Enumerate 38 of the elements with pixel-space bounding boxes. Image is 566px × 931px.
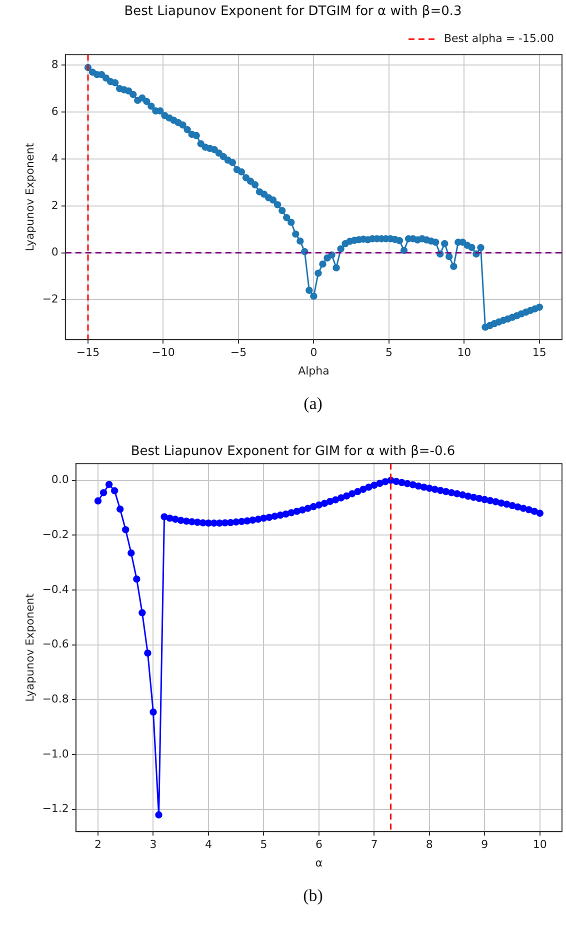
- y-tick-label: −1.0: [42, 747, 69, 760]
- x-tick-label: 6: [315, 838, 322, 852]
- y-tick-label: −1.2: [42, 802, 69, 816]
- y-axis-title: Lyapunov Exponent: [23, 592, 36, 702]
- x-axis-title: Alpha: [298, 364, 330, 378]
- x-tick-label: 9: [481, 838, 488, 852]
- x-tick-label: 10: [457, 346, 472, 360]
- y-tick-label: 4: [51, 152, 58, 165]
- y-tick-label: 2: [51, 198, 58, 212]
- x-tick-label: 15: [532, 346, 546, 360]
- chart-title: Best Liapunov Exponent for DTGIM for α with β=0.3: [124, 4, 462, 20]
- x-tick-label: −15: [76, 346, 100, 360]
- x-tick-label: 10: [532, 838, 547, 852]
- x-tick-label: 3: [150, 838, 157, 852]
- y-tick-label: −0.8: [42, 692, 69, 706]
- y-tick-label: 6: [51, 104, 58, 118]
- text: (a): [302, 393, 324, 415]
- x-tick-label: −10: [152, 346, 175, 360]
- y-tick-label: −0.6: [42, 638, 69, 651]
- x-tick-label: 5: [260, 838, 268, 852]
- x-tick-label: 5: [385, 346, 392, 360]
- x-axis-title: α: [315, 856, 323, 870]
- y-tick-label: −2: [42, 292, 58, 306]
- chart-title: Best Liapunov Exponent for GIM for α with β=-0.6: [130, 444, 456, 460]
- x-tick-label: 8: [426, 838, 433, 852]
- y-axis-title: Lyapunov Exponent: [23, 142, 36, 252]
- text: (b): [302, 885, 324, 907]
- y-tick-label: 0: [51, 246, 58, 259]
- x-tick-label: 7: [370, 838, 378, 852]
- x-tick-label: 0: [310, 346, 318, 360]
- y-tick-label: 0.0: [51, 473, 69, 486]
- y-tick-label: 8: [51, 58, 58, 72]
- x-tick-label: −5: [230, 346, 247, 360]
- x-tick-label: 4: [204, 838, 212, 852]
- y-tick-label: −0.2: [42, 528, 69, 542]
- y-tick-label: −0.4: [42, 582, 69, 596]
- x-tick-label: 2: [94, 838, 102, 852]
- legend-label: Best alpha = -15.00: [444, 32, 554, 45]
